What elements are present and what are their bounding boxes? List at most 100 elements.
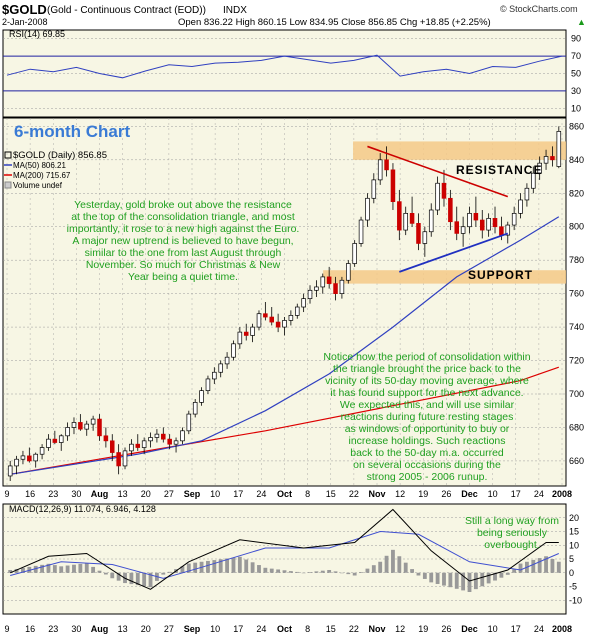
candle-body [314, 286, 319, 291]
note-top-line: November. So much for Christmas & New [86, 259, 281, 271]
macd-histogram-bar [135, 572, 140, 586]
candle-body [518, 199, 523, 214]
macd-tick-label: -5 [569, 582, 577, 592]
macd-histogram-bar [276, 569, 281, 573]
x-tick-label: 24 [534, 624, 544, 634]
note-top-line: Yesterday, gold broke out above the resi… [74, 199, 292, 211]
x-tick-label: 16 [25, 624, 35, 634]
note-macd-line: Still a long way from [465, 515, 559, 527]
macd-histogram-bar [84, 563, 89, 573]
macd-histogram-bar [467, 572, 472, 592]
candle-body [473, 212, 479, 221]
candle-body [205, 378, 211, 392]
legend-volume-swatch [4, 181, 12, 189]
macd-histogram-bar [110, 572, 115, 579]
macd-histogram-bar [371, 565, 376, 573]
macd-histogram-bar [244, 559, 249, 573]
candle-body [237, 331, 243, 345]
note-top-line: at the top of the consolidation triangle… [71, 211, 295, 223]
candle-body [371, 179, 377, 199]
x-tick-label: 9 [4, 624, 9, 634]
candle-body [441, 182, 447, 199]
candle-body [346, 263, 351, 281]
macd-histogram-bar [397, 556, 402, 573]
note-mid-line: reactions during future resting stages [341, 411, 514, 423]
x-tick-label: Sep [184, 489, 201, 499]
x-tick-label: Sep [184, 624, 201, 634]
quote-line: Open 836.22 High 860.15 Low 834.95 Close… [178, 17, 491, 28]
macd-histogram-bar [340, 572, 344, 574]
macd-histogram-bar [333, 571, 338, 573]
support-band [323, 270, 566, 284]
x-tick-label: 20 [141, 624, 151, 634]
price-tick-label: 720 [569, 356, 584, 366]
candle-body [116, 452, 121, 467]
candle-body [409, 212, 415, 224]
macd-histogram-bar [512, 569, 517, 573]
x-tick-label: 2008 [552, 489, 572, 499]
candle-body [537, 162, 542, 174]
candle-body [33, 453, 38, 462]
macd-histogram-bar [282, 570, 287, 573]
price-tick-label: 700 [569, 389, 584, 399]
candle-body [550, 156, 555, 161]
macd-histogram-bar [269, 568, 274, 573]
exchange: INDX [223, 5, 247, 16]
rsi-tick-label: 50 [571, 69, 581, 79]
macd-histogram-bar [550, 559, 555, 573]
rsi-tick-label: 70 [571, 51, 581, 61]
candle-body [250, 326, 255, 336]
price-legend: $GOLD (Daily) 856.85 MA(50) 806.21 MA(20… [4, 150, 107, 190]
candle-body [167, 438, 172, 445]
candle-body [173, 440, 179, 445]
price-tick-label: 780 [569, 255, 584, 265]
candle-body [326, 276, 332, 284]
candle-body [511, 212, 517, 226]
candle-body [294, 306, 300, 316]
x-tick-label: 27 [164, 489, 174, 499]
macd-histogram-bar [129, 572, 134, 585]
macd-histogram-bar [52, 565, 57, 573]
candle-body [531, 172, 536, 189]
candle-body [129, 443, 134, 452]
macd-histogram-bar [72, 564, 76, 573]
macd-line [10, 508, 559, 590]
candle-body [377, 159, 383, 181]
x-tick-label: 17 [511, 624, 521, 634]
macd-histogram-bar [97, 570, 102, 573]
legend-ma200: MA(200) 715.67 [13, 171, 71, 180]
candle-body [180, 430, 185, 442]
macd-histogram-bar [403, 562, 408, 573]
candle-body [460, 226, 466, 234]
macd-histogram-bar [263, 567, 268, 573]
candle-body [428, 209, 434, 233]
macd-histogram-bar [206, 560, 210, 573]
x-tick-label: 10 [488, 489, 498, 499]
x-tick-label: 13 [118, 489, 128, 499]
candle-body [435, 182, 440, 211]
note-macd-line: overbought. [484, 539, 539, 551]
up-arrow-icon: ▲ [577, 17, 586, 27]
support-label: SUPPORT [468, 268, 533, 282]
x-tick-label: 23 [48, 624, 58, 634]
macd-histogram-bar [167, 571, 172, 573]
x-tick-label: Aug [91, 624, 109, 634]
candle-body [358, 219, 364, 244]
macd-histogram-bar [359, 572, 363, 573]
rsi-line [6, 54, 563, 79]
x-tick-label: 2008 [552, 624, 572, 634]
candle-body [90, 418, 96, 425]
note-mid-line: vicinity of its 50-day moving average, w… [325, 375, 529, 387]
x-tick-label: 17 [233, 624, 243, 634]
x-tick-label: Aug [91, 489, 109, 499]
macd-histogram-bar [65, 565, 70, 573]
candle-body [269, 316, 275, 323]
macd-histogram-bar [40, 564, 44, 573]
x-tick-label: Dec [461, 624, 478, 634]
support-resistance-bands [323, 141, 566, 284]
macd-histogram-bar [142, 572, 147, 587]
instrument-name: (Gold - Continuous Contract (EOD)) [47, 5, 206, 16]
candle-body [492, 218, 498, 228]
x-tick-label: 19 [418, 489, 428, 499]
candle-body [14, 458, 19, 467]
